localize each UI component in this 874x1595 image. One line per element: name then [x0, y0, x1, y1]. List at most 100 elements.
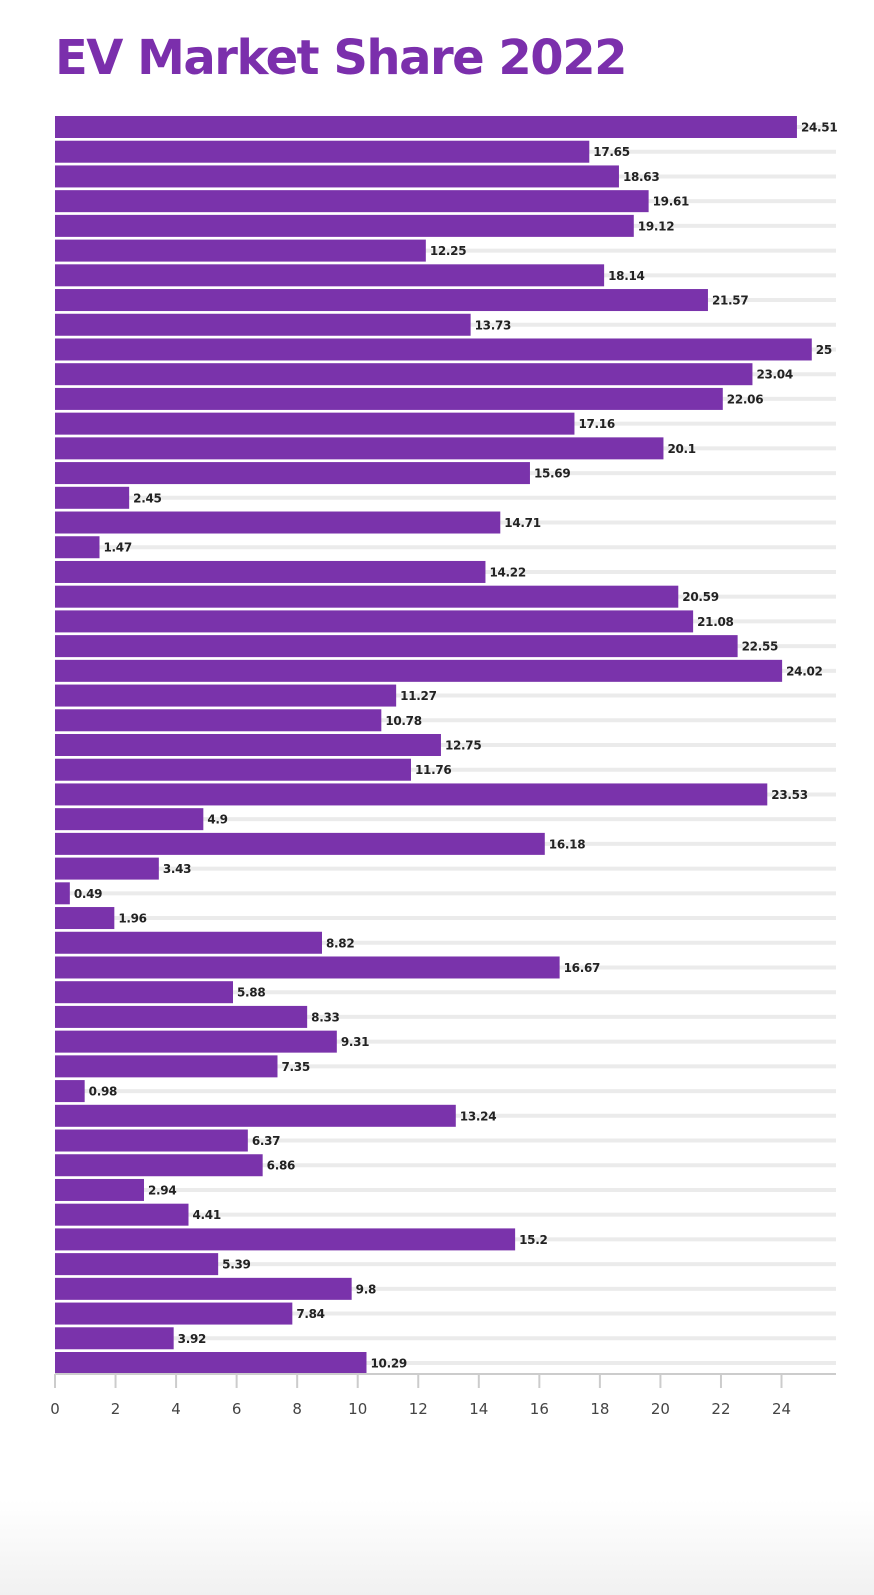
bar	[55, 1030, 337, 1053]
chart-title: EV Market Share 2022	[55, 30, 627, 86]
bar-value-label: 5.39	[222, 1258, 250, 1272]
bar-value-label: 18.63	[623, 170, 659, 184]
bar	[55, 239, 426, 262]
bar-value-label: 8.82	[326, 936, 354, 950]
bar	[55, 338, 812, 361]
bar	[55, 758, 411, 781]
bar-value-label: 15.2	[519, 1233, 547, 1247]
bar	[55, 981, 233, 1004]
bar	[55, 1005, 308, 1028]
x-tick-label: 14	[469, 1400, 488, 1418]
bar-value-label: 11.27	[400, 689, 436, 703]
bar-value-label: 2.45	[133, 491, 161, 505]
x-tick-label: 10	[348, 1400, 367, 1418]
bar	[55, 585, 679, 608]
bar-value-label: 8.33	[311, 1010, 339, 1024]
bar	[55, 1228, 516, 1251]
bar-value-label: 0.98	[89, 1085, 117, 1099]
bar	[55, 387, 723, 410]
bar-value-label: 9.8	[356, 1282, 376, 1296]
bar-value-label: 6.86	[267, 1159, 295, 1173]
bar-value-label: 20.1	[667, 442, 695, 456]
bar	[55, 214, 634, 237]
bar-value-label: 14.22	[489, 565, 525, 579]
bar-value-label: 13.73	[475, 318, 511, 332]
bar-value-label: 4.9	[207, 813, 227, 827]
bar-value-label: 23.53	[771, 788, 807, 802]
bar-value-label: 21.08	[697, 615, 733, 629]
bar-value-label: 23.04	[756, 368, 792, 382]
bar	[55, 437, 664, 460]
x-tick-label: 18	[590, 1400, 609, 1418]
bar-value-label: 3.43	[163, 862, 191, 876]
x-tick-label: 4	[171, 1400, 181, 1418]
x-tick-label: 20	[651, 1400, 670, 1418]
bar	[55, 1104, 456, 1127]
bar	[55, 832, 545, 855]
bar	[55, 1327, 174, 1350]
bar-value-label: 17.16	[578, 417, 614, 431]
bar	[55, 635, 738, 658]
x-axis: 0 2 4 6 8 10 12 14 16 18 20 22 24	[50, 1373, 836, 1418]
bar	[55, 264, 605, 287]
bar-value-label: 22.06	[727, 392, 763, 406]
bar	[55, 907, 115, 930]
bar-value-label: 15.69	[534, 467, 570, 481]
bar	[55, 1055, 278, 1078]
bar-value-label: 10.29	[370, 1357, 406, 1371]
bar-value-label: 12.25	[430, 244, 466, 258]
bar	[55, 1277, 352, 1300]
bar-value-label: 25	[816, 343, 832, 357]
bar	[55, 1203, 189, 1226]
x-tick-label: 8	[292, 1400, 302, 1418]
bar	[55, 190, 649, 213]
bar	[55, 956, 560, 979]
bar	[55, 882, 70, 905]
bar	[55, 783, 768, 806]
bar	[55, 412, 575, 435]
bar	[55, 709, 382, 732]
bar-value-label: 16.67	[564, 961, 600, 975]
bar-value-label: 1.47	[103, 541, 131, 555]
bar	[55, 140, 590, 163]
bar-value-label: 19.12	[638, 219, 674, 233]
bar-value-label: 18.14	[608, 269, 644, 283]
bar-value-label: 4.41	[192, 1208, 220, 1222]
bar-value-label: 21.57	[712, 294, 748, 308]
bar-value-label: 19.61	[653, 195, 689, 209]
bar	[55, 289, 708, 312]
bar	[55, 363, 753, 386]
bar-value-label: 1.96	[118, 912, 146, 926]
bar-value-label: 24.51	[801, 121, 837, 135]
bar-value-label: 3.92	[178, 1332, 206, 1346]
bar-value-label: 13.24	[460, 1109, 496, 1123]
bar-value-label: 14.71	[504, 516, 540, 530]
bar	[55, 684, 397, 707]
bar	[55, 808, 204, 831]
bars	[55, 116, 812, 1374]
bar	[55, 165, 619, 188]
bar-value-label: 6.37	[252, 1134, 280, 1148]
bar-value-label: 20.59	[682, 590, 718, 604]
bar	[55, 1080, 85, 1103]
bar-value-label: 17.65	[593, 145, 629, 159]
bar-value-label: 16.18	[549, 837, 585, 851]
bar-value-label: 2.94	[148, 1183, 176, 1197]
bar	[55, 1154, 263, 1177]
bar	[55, 1129, 248, 1152]
value-labels: 24.51 17.65 18.63 19.61 19.12 12.25 18.14 21.57…	[74, 121, 838, 1371]
bar	[55, 659, 783, 682]
bar	[55, 734, 441, 756]
bar	[55, 313, 471, 336]
x-tick-label: 2	[111, 1400, 121, 1418]
bar	[55, 511, 501, 534]
bar-value-label: 0.49	[74, 887, 102, 901]
x-tick-label: 12	[409, 1400, 428, 1418]
x-tick-label: 24	[772, 1400, 791, 1418]
bar	[55, 1253, 219, 1276]
bar	[55, 610, 694, 633]
bar-value-label: 7.35	[281, 1060, 309, 1074]
bar-value-label: 24.02	[786, 664, 822, 678]
bar-value-label: 11.76	[415, 763, 451, 777]
